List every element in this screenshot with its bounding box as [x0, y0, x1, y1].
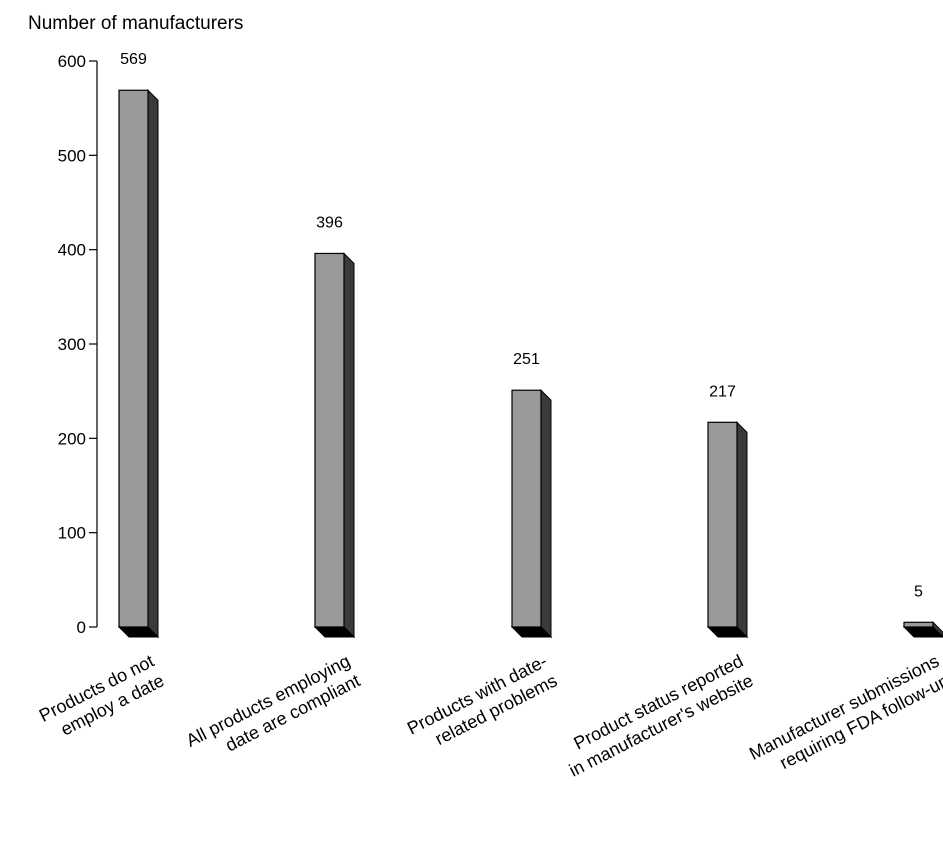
y-tick-label: 200: [58, 429, 86, 448]
bar-side-face: [343, 252, 355, 639]
bar-front-face: [707, 421, 738, 628]
bar-front-face: [314, 252, 345, 628]
y-tick-label: 600: [58, 52, 86, 71]
y-tick-label: 500: [58, 146, 86, 165]
y-axis-title: Number of manufacturers: [28, 13, 243, 34]
category-label: Products with date-related problems: [404, 651, 560, 749]
bar: [902, 621, 943, 638]
value-labels: 569 396 251 217 5: [120, 51, 923, 600]
bar-side-face: [147, 89, 159, 639]
bar-front-face: [903, 621, 934, 628]
bar: [510, 389, 553, 639]
y-tick-label: 400: [58, 241, 86, 260]
data-label: 5: [914, 583, 923, 600]
data-label: 251: [513, 351, 540, 368]
bar: [117, 89, 160, 639]
bar-front-face: [118, 89, 149, 628]
bar-side-face: [736, 421, 748, 639]
y-tick-label: 100: [58, 524, 86, 543]
y-tick-label: 300: [58, 335, 86, 354]
y-axis: 0 100 200 300 400 500 600: [58, 52, 98, 637]
bar-front-face: [511, 389, 542, 628]
bar: [706, 421, 749, 639]
data-label: 569: [120, 51, 147, 68]
bar: [313, 252, 356, 639]
data-label: 217: [709, 383, 736, 400]
bar-side-face: [540, 389, 552, 639]
data-label: 396: [316, 214, 343, 231]
bars: [117, 89, 943, 639]
y-tick-label: 0: [77, 618, 86, 637]
